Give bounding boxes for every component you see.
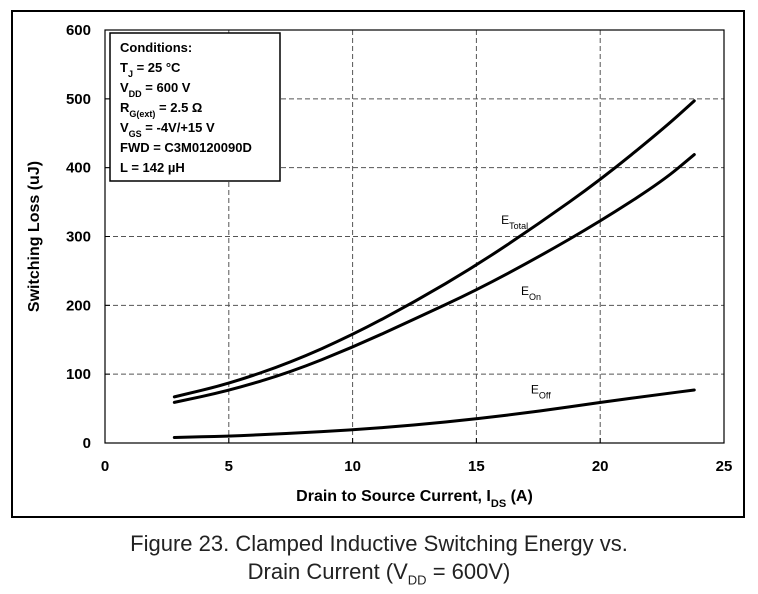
condition-line: VGS = -4V/+15 V [120, 120, 215, 139]
y-tick-label: 100 [66, 366, 91, 383]
series-label-off: EOff [531, 382, 551, 400]
series-label-on: EOn [521, 284, 541, 302]
series-line-total [172, 99, 696, 399]
y-axis-title: Switching Loss (uJ) [26, 161, 43, 312]
chart-frame: 0 5 10 15 20 25 0 100 200 300 400 500 600 ETotal EOn E… [11, 10, 745, 518]
y-tick-label: 0 [83, 435, 91, 452]
condition-line: TJ = 25 °C [120, 60, 181, 79]
y-tick-label: 200 [66, 297, 91, 314]
series-lines [172, 99, 696, 439]
condition-line: FWD = C3M0120090D [120, 140, 252, 155]
x-axis-title: Drain to Source Current, IDS (A) [296, 488, 533, 510]
condition-line: RG(ext) = 2.5 Ω [120, 100, 202, 119]
x-tick-label: 10 [344, 458, 361, 475]
figure-caption: Figure 23. Clamped Inductive Switching E… [130, 531, 628, 556]
y-tick-label: 400 [66, 160, 91, 177]
condition-line: VDD = 600 V [120, 80, 191, 99]
axis-ticks: 0 5 10 15 20 25 0 100 200 300 400 500 600 [66, 22, 732, 475]
figure-caption-line2: Drain Current (VDD = 600V) [247, 559, 511, 588]
series-labels: ETotal EOn EOff [501, 213, 551, 400]
series-label-total: ETotal [501, 213, 528, 231]
grid [105, 30, 724, 443]
condition-line: L = 142 µH [120, 160, 185, 175]
x-tick-label: 0 [101, 458, 109, 475]
x-tick-label: 5 [225, 458, 233, 475]
y-tick-label: 600 [66, 22, 91, 39]
conditions-title: Conditions: [120, 40, 192, 55]
x-tick-label: 25 [716, 458, 733, 475]
series-line-on [172, 153, 696, 404]
x-tick-label: 20 [592, 458, 609, 475]
series-line-off [172, 388, 696, 439]
x-tick-label: 15 [468, 458, 485, 475]
y-tick-label: 500 [66, 91, 91, 108]
y-tick-label: 300 [66, 229, 91, 246]
